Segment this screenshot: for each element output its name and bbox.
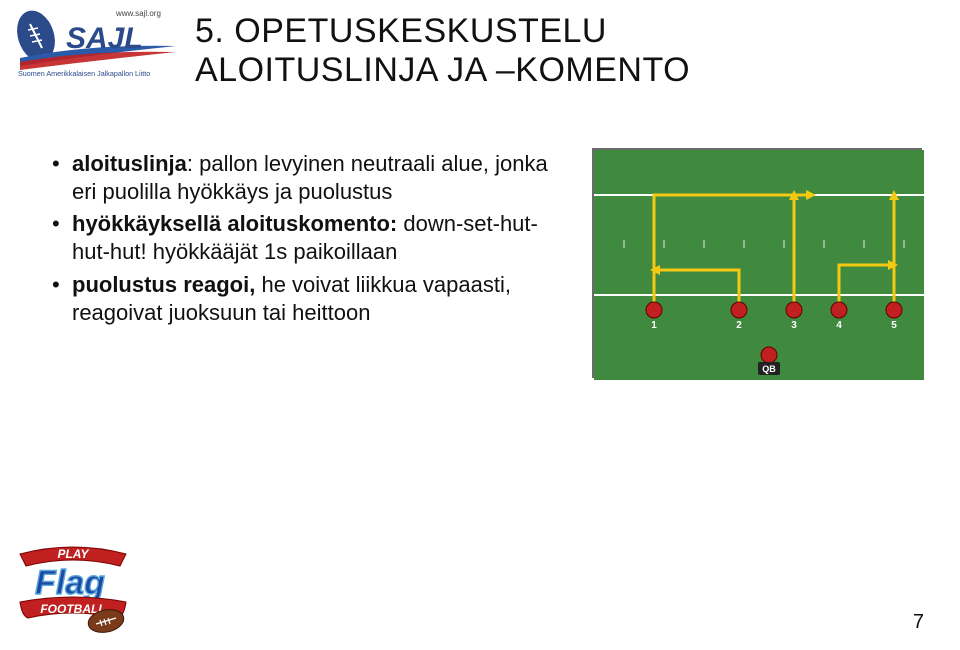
bullet-list: aloituslinja: pallon levyinen neutraali … bbox=[48, 150, 548, 331]
sajl-url: www.sajl.org bbox=[115, 9, 161, 18]
svg-text:1: 1 bbox=[651, 320, 657, 331]
sajl-acronym: SAJL bbox=[66, 22, 143, 55]
bullet-item: puolustus reagoi, he voivat liikkua vapa… bbox=[48, 271, 548, 327]
title-line-1: 5. OPETUSKESKUSTELU bbox=[195, 12, 920, 51]
flag-football-logo: PLAY Flag FOOTBALL bbox=[14, 536, 132, 636]
bullet-item: aloituslinja: pallon levyinen neutraali … bbox=[48, 150, 548, 206]
page-number: 7 bbox=[913, 611, 924, 634]
flag-football-logo-svg: PLAY Flag FOOTBALL bbox=[14, 536, 132, 636]
sajl-logo: SAJL www.sajl.org Suomen Amerikkalaisen … bbox=[8, 6, 183, 78]
bullet-bold: puolustus reagoi, bbox=[72, 272, 255, 297]
play-diagram: 1 2 3 4 5 QB bbox=[592, 148, 922, 378]
flag-play-text: PLAY bbox=[57, 547, 89, 561]
play-diagram-svg: 1 2 3 4 5 QB bbox=[594, 150, 924, 380]
svg-text:3: 3 bbox=[791, 320, 797, 331]
qb-label: QB bbox=[762, 364, 776, 374]
svg-text:4: 4 bbox=[836, 320, 842, 331]
svg-text:2: 2 bbox=[736, 320, 742, 331]
slide-title: 5. OPETUSKESKUSTELU ALOITUSLINJA JA –KOM… bbox=[195, 12, 920, 90]
title-line-2: ALOITUSLINJA JA –KOMENTO bbox=[195, 51, 920, 90]
bullet-bold: aloituslinja bbox=[72, 151, 187, 176]
flag-flag-text: Flag bbox=[35, 564, 105, 602]
sajl-federation: Suomen Amerikkalaisen Jalkapallon Liitto bbox=[18, 69, 150, 78]
sajl-logo-svg: SAJL www.sajl.org Suomen Amerikkalaisen … bbox=[8, 6, 183, 78]
bullet-item: hyökkäyksellä aloituskomento: down-set-h… bbox=[48, 210, 548, 266]
bullet-bold: hyökkäyksellä aloituskomento: bbox=[72, 211, 397, 236]
svg-text:5: 5 bbox=[891, 320, 897, 331]
